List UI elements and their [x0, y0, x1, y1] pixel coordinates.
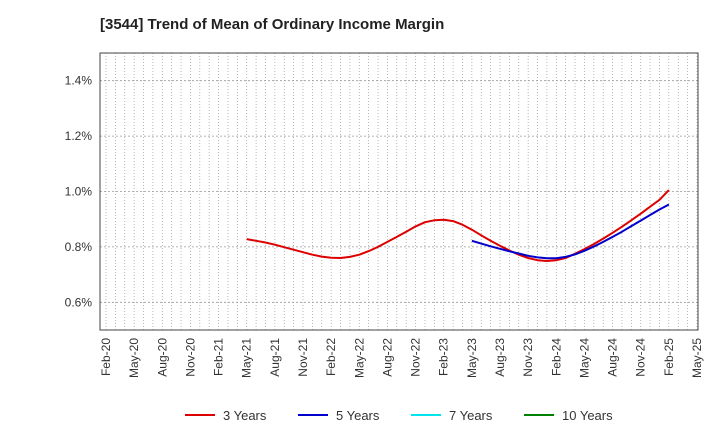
y-tick-label: 0.8%	[65, 240, 93, 254]
x-tick-label: Feb-23	[437, 338, 451, 376]
series-lines	[246, 189, 670, 262]
x-tick-label: Feb-22	[324, 338, 338, 376]
x-tick-label: Feb-24	[549, 338, 563, 376]
x-tick-label: May-20	[127, 338, 141, 378]
x-tick-label: Aug-23	[493, 338, 507, 377]
y-tick-label: 0.6%	[65, 295, 93, 309]
y-tick-label: 1.4%	[65, 74, 93, 88]
legend-label: 3 Years	[223, 408, 267, 423]
x-tick-label: Aug-21	[268, 338, 282, 377]
x-tick-label: May-22	[352, 338, 366, 378]
x-tick-label: Nov-23	[521, 338, 535, 377]
legend-label: 7 Years	[449, 408, 493, 423]
x-tick-label: Nov-22	[409, 338, 423, 377]
legend-label: 10 Years	[562, 408, 613, 423]
x-tick-label: Nov-24	[634, 338, 648, 377]
y-axis-tick-labels: 0.6% 0.8% 1.0% 1.2% 1.4%	[65, 74, 93, 310]
x-tick-label: May-21	[240, 338, 254, 378]
y-tick-label: 1.2%	[65, 129, 93, 143]
x-tick-label: Feb-25	[662, 338, 676, 376]
x-tick-label: May-24	[577, 338, 591, 378]
y-tick-label: 1.0%	[65, 185, 93, 199]
x-tick-label: Aug-20	[155, 338, 169, 377]
legend: 3 Years 5 Years 7 Years 10 Years	[185, 408, 613, 423]
legend-label: 5 Years	[336, 408, 380, 423]
x-tick-label: Aug-22	[380, 338, 394, 377]
x-tick-label: Nov-20	[183, 338, 197, 377]
plot-border	[99, 52, 699, 331]
x-axis-tick-labels: Feb-20 May-20 Aug-20 Nov-20 Feb-21 May-21 Aug-…	[99, 338, 704, 378]
series-line-3-years	[246, 189, 670, 262]
x-tick-label: Feb-21	[212, 338, 226, 376]
chart-title: [3544] Trend of Mean of Ordinary Income …	[100, 16, 445, 33]
x-tick-label: May-25	[690, 338, 704, 378]
series-line-5-years	[471, 203, 670, 260]
x-tick-label: May-23	[465, 338, 479, 378]
x-tick-label: Feb-20	[99, 338, 113, 376]
x-tick-label: Nov-21	[296, 338, 310, 377]
x-tick-label: Aug-24	[606, 338, 620, 377]
